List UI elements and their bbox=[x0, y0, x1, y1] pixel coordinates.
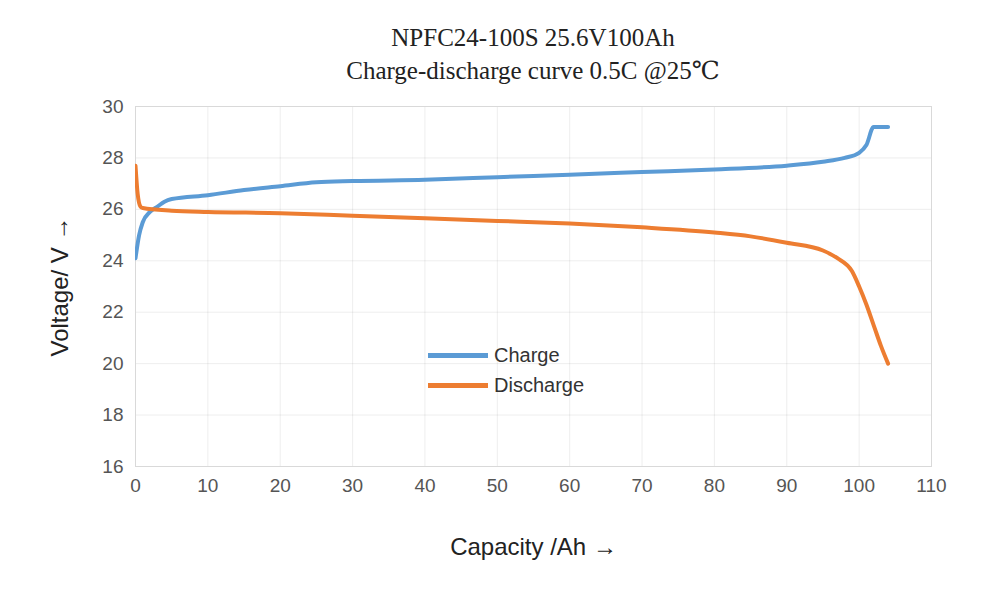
svg-text:50: 50 bbox=[487, 475, 508, 496]
svg-text:20: 20 bbox=[270, 475, 291, 496]
svg-text:10: 10 bbox=[197, 475, 218, 496]
svg-text:90: 90 bbox=[776, 475, 797, 496]
html-text:Charge-discharge curve 0.5C @2: Charge-discharge curve 0.5C @25℃ bbox=[346, 57, 720, 84]
svg-text:30: 30 bbox=[342, 475, 363, 496]
svg-text:40: 40 bbox=[414, 475, 435, 496]
svg-text:16: 16 bbox=[102, 456, 123, 477]
svg-text:Voltage/ V →: Voltage/ V → bbox=[46, 216, 73, 356]
svg-text:22: 22 bbox=[102, 301, 123, 322]
svg-text:26: 26 bbox=[102, 198, 123, 219]
svg-text:0: 0 bbox=[130, 475, 141, 496]
svg-text:100: 100 bbox=[843, 475, 875, 496]
html-text:NPFC24-100S 25.6V100Ah: NPFC24-100S 25.6V100Ah bbox=[391, 24, 675, 51]
html-text:Charge: Charge bbox=[494, 343, 560, 366]
svg-text:20: 20 bbox=[102, 353, 123, 374]
svg-text:18: 18 bbox=[102, 404, 123, 425]
svg-text:28: 28 bbox=[102, 147, 123, 168]
svg-text:Capacity /Ah →: Capacity /Ah → bbox=[450, 533, 617, 560]
svg-text:70: 70 bbox=[631, 475, 652, 496]
html-text:Discharge: Discharge bbox=[494, 373, 584, 396]
svg-text:24: 24 bbox=[102, 250, 124, 271]
svg-text:60: 60 bbox=[559, 475, 580, 496]
svg-text:110: 110 bbox=[916, 475, 946, 496]
svg-text:80: 80 bbox=[704, 475, 725, 496]
svg-text:30: 30 bbox=[102, 96, 123, 117]
